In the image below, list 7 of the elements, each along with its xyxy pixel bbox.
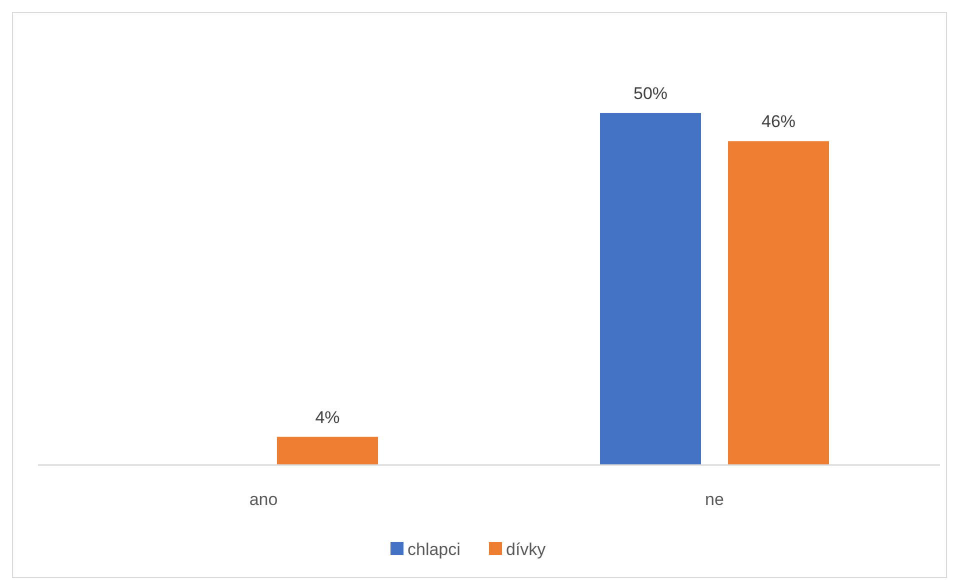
data-label: 4% xyxy=(315,408,340,427)
x-tick-label: ano xyxy=(249,490,278,509)
data-label: 50% xyxy=(633,84,668,103)
x-tick-label: ne xyxy=(705,490,724,509)
data-label: 46% xyxy=(761,112,796,132)
legend-label: chlapci xyxy=(408,540,460,559)
legend-label: dívky xyxy=(506,540,546,559)
